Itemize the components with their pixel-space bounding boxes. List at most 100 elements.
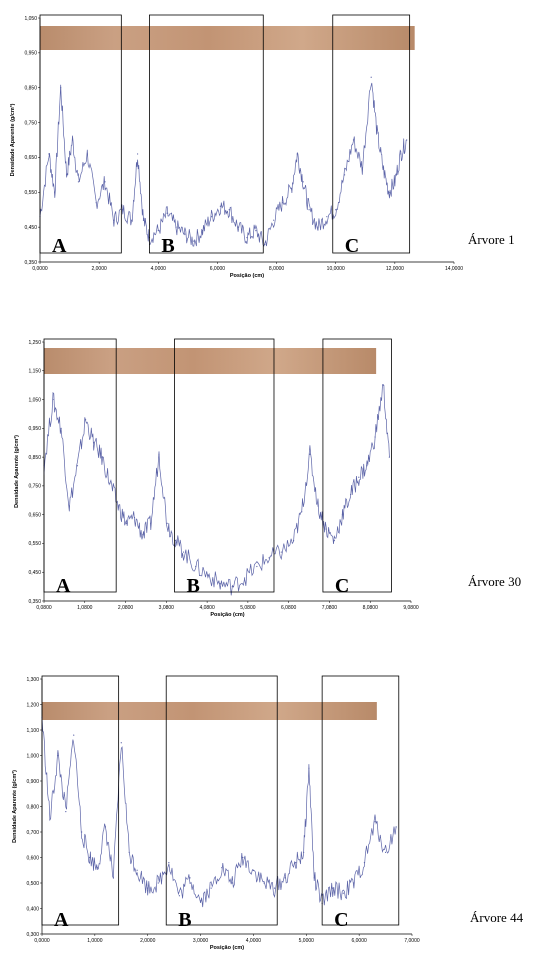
y-tick-label: 0,350 [28, 599, 41, 605]
data-point [252, 869, 255, 871]
y-tick-label: 0,850 [28, 455, 41, 461]
data-point [131, 219, 133, 221]
data-point [68, 505, 70, 507]
data-point [166, 522, 168, 524]
y-tick-label: 1,000 [26, 753, 39, 759]
region-label-a: A [54, 909, 69, 931]
data-point [388, 191, 390, 193]
x-tick-label: 0,0800 [36, 605, 52, 611]
data-point [112, 877, 114, 879]
data-point [228, 209, 230, 211]
data-point [202, 230, 204, 232]
data-point [273, 219, 275, 221]
data-point [268, 557, 270, 559]
x-tick-label: 12,0000 [386, 266, 404, 272]
data-point [142, 534, 144, 536]
data-point [376, 132, 378, 134]
data-point [52, 398, 54, 401]
data-point [168, 862, 170, 864]
data-point [221, 867, 223, 869]
wood-sample-strip [44, 348, 377, 374]
region-box-c [322, 338, 392, 593]
y-axis-title: Densidade Aparente (g/cm³) [9, 103, 16, 176]
y-tick-label: 0,800 [26, 804, 39, 810]
data-point [313, 877, 315, 879]
data-point [255, 230, 257, 232]
data-point [317, 505, 319, 507]
data-point [343, 174, 346, 176]
data-point [207, 574, 209, 576]
data-point [174, 539, 176, 542]
data-point [394, 181, 396, 183]
data-point [48, 153, 50, 155]
data-point [317, 226, 319, 228]
region-label-b: B [186, 575, 199, 597]
data-point [122, 209, 124, 211]
data-point [370, 76, 372, 78]
data-point [77, 181, 80, 183]
density-series-line [41, 716, 397, 908]
region-box-a [41, 675, 120, 926]
y-tick-label: 0,900 [26, 779, 39, 785]
data-point [308, 209, 310, 211]
density-series-line [43, 384, 390, 596]
y-tick-label: 0,750 [24, 120, 37, 126]
data-point [309, 453, 311, 455]
x-tick-label: 2,0800 [118, 605, 134, 611]
data-point [296, 153, 298, 155]
tree-label-arvore-44: Árvore 44 [470, 910, 524, 925]
x-tick-label: 8,0800 [363, 605, 379, 611]
region-label-b: B [178, 909, 191, 931]
data-point [128, 851, 130, 853]
x-axis-title: Posição (cm) [210, 945, 244, 951]
data-point [244, 577, 246, 579]
y-axis-title: Densidade Aparente (g/cm³) [13, 435, 20, 508]
chart-panel-arvore-44: 0,300 0,400 0,500 0,600 0,700 0,800 0,900 1,000… [0, 650, 546, 960]
x-axis-title: Posição (cm) [230, 273, 264, 279]
x-tick-label: 10,0000 [327, 266, 345, 272]
density-chart-arvore-1: 0,350 0,450 0,550 0,650 0,750 0,850 0,950 1,050… [9, 14, 463, 279]
x-tick-label: 6,0000 [351, 938, 367, 944]
data-point [366, 465, 368, 467]
x-tick-label: 7,0800 [322, 605, 338, 611]
data-point [335, 209, 337, 211]
tree-label-arvore-30: Árvore 30 [468, 574, 522, 589]
y-tick-label: 1,050 [24, 16, 37, 22]
data-point [246, 237, 248, 239]
region-box-c [332, 14, 411, 254]
data-point [104, 826, 107, 828]
data-point [353, 882, 355, 884]
y-tick-label: 1,150 [28, 369, 41, 375]
data-point [332, 887, 334, 889]
data-point [66, 174, 68, 176]
data-point [76, 465, 79, 467]
y-tick-label: 0,950 [28, 426, 41, 432]
y-tick-label: 0,500 [26, 881, 39, 887]
data-point [388, 456, 390, 458]
data-point [60, 87, 62, 89]
region-label-a: A [52, 235, 67, 257]
data-point [231, 586, 233, 588]
data-point [95, 202, 97, 204]
y-tick-label: 0,350 [24, 260, 37, 266]
data-point [341, 514, 344, 516]
data-point [395, 826, 397, 828]
x-tick-label: 2,0000 [91, 266, 107, 272]
data-point [157, 882, 159, 884]
x-tick-label: 6,0000 [210, 266, 226, 272]
y-tick-label: 0,550 [24, 190, 37, 196]
x-tick-label: 5,0800 [240, 605, 256, 611]
region-box-b [165, 675, 278, 926]
y-tick-label: 1,250 [28, 340, 41, 346]
y-tick-label: 0,450 [24, 225, 37, 231]
data-point [60, 427, 62, 429]
data-point [363, 862, 366, 864]
data-point [280, 551, 282, 553]
y-tick-label: 1,200 [26, 702, 39, 708]
data-point [81, 831, 83, 833]
data-point [57, 754, 59, 757]
y-tick-label: 0,850 [24, 86, 37, 92]
data-point [193, 240, 195, 242]
data-point [361, 167, 363, 169]
data-point [292, 539, 295, 542]
